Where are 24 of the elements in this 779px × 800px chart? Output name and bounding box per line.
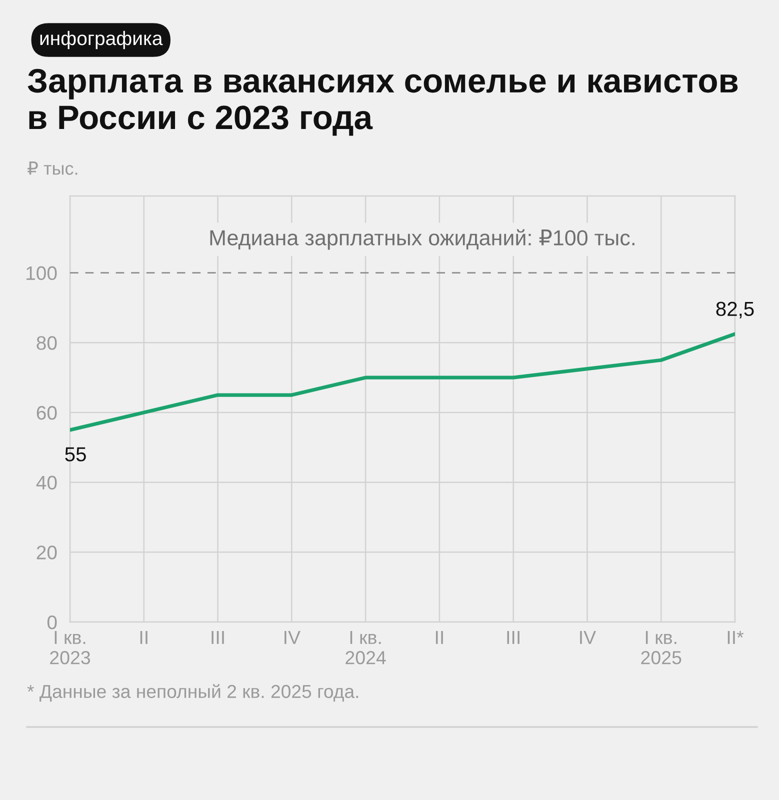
- y-axis-title: ₽ тыс.: [28, 162, 78, 175]
- text: инфографика: [40, 30, 163, 50]
- ref-line-label: Медиана зарплатных ожиданий: ₽100 тыс.: [210, 229, 634, 250]
- x-tick-label: II: [140, 631, 148, 644]
- x-tick-label: IV: [284, 631, 300, 644]
- x-tick-label: II: [436, 631, 443, 644]
- x-tick-label: IV: [580, 631, 596, 644]
- x-tick-label: III: [507, 631, 520, 644]
- y-tick-label: 60: [36, 406, 57, 420]
- x-tick-label: I кв. 2025: [641, 631, 682, 664]
- x-tick-label: I кв. 2024: [346, 631, 386, 664]
- line-series: [70, 332, 735, 432]
- y-tick-label: 80: [36, 336, 57, 350]
- y-tick-label: 40: [36, 476, 57, 490]
- x-tick-label: II*: [728, 631, 744, 644]
- chart-title: Зарплата в вакансиях сомелье и кавистов в России с 2023 года: [28, 68, 738, 136]
- data-label: 55: [65, 447, 86, 462]
- text: * Данные за неполный 2 кв. 2025 года.: [27, 684, 358, 702]
- data-label: 82,5: [716, 302, 754, 318]
- x-tick-label: I кв. 2023: [50, 631, 90, 664]
- y-tick-label: 20: [36, 546, 57, 560]
- y-tick-label: 0: [47, 615, 57, 630]
- x-tick-label: III: [212, 631, 224, 644]
- y-tick-label: 100: [26, 266, 57, 280]
